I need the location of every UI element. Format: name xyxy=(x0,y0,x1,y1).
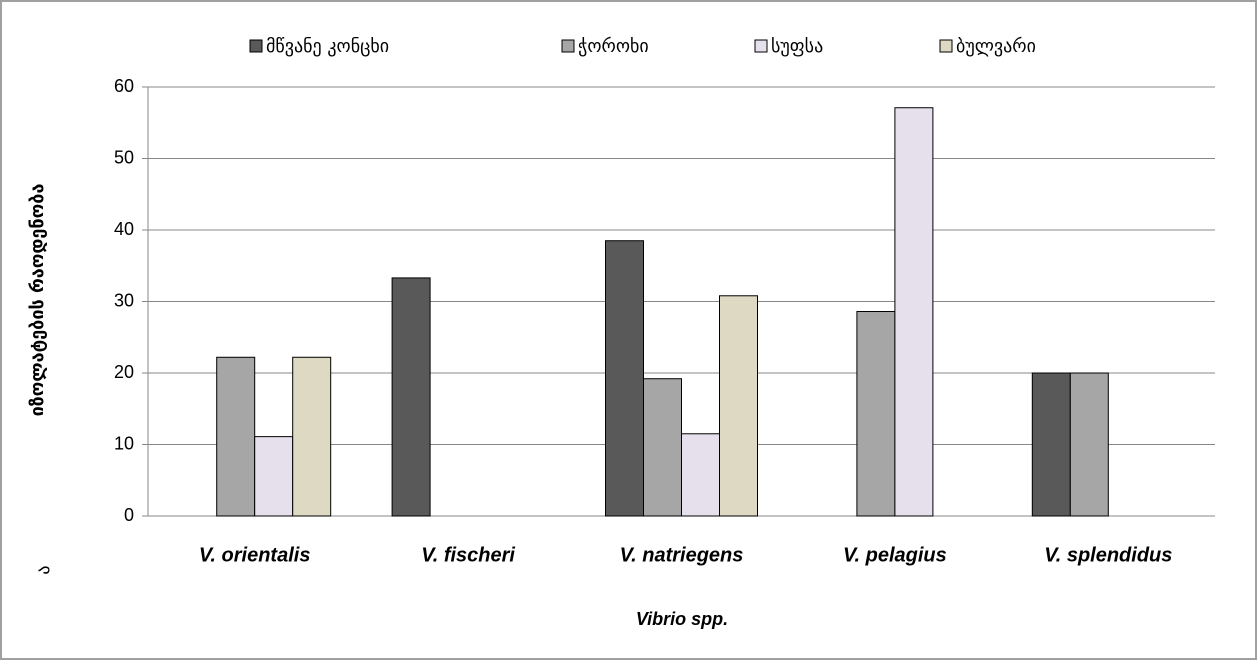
bar xyxy=(719,295,758,517)
x-tick-label: V. natriegens xyxy=(620,544,744,566)
bar xyxy=(681,433,720,517)
bar xyxy=(643,378,682,517)
legend-swatch xyxy=(754,39,768,53)
bar xyxy=(856,311,896,517)
annotation: ა xyxy=(33,565,54,574)
bar xyxy=(216,356,256,517)
y-tick-label: 50 xyxy=(114,147,134,167)
legend-swatch xyxy=(561,39,575,53)
y-tick-label: 60 xyxy=(114,76,134,96)
x-tick-label: V. pelagius xyxy=(843,544,947,566)
legend-swatch xyxy=(249,39,263,53)
y-axis-title: იზოლატების რაოდენობა xyxy=(27,184,48,417)
y-tick-label: 0 xyxy=(124,505,134,525)
bar xyxy=(894,107,934,517)
legend-label: სუფსა xyxy=(771,36,823,57)
bar xyxy=(1031,372,1071,517)
legend-swatch xyxy=(939,39,953,53)
x-tick-label: V. fischeri xyxy=(421,544,515,566)
x-axis-title: Vibrio spp. xyxy=(636,609,728,629)
y-tick-label: 10 xyxy=(114,433,134,453)
y-tick-label: 40 xyxy=(114,219,134,239)
legend-label: ჭოროხი xyxy=(578,36,649,57)
y-tick-label: 30 xyxy=(114,290,134,310)
x-tick-label: V. orientalis xyxy=(199,544,311,566)
bar xyxy=(292,356,332,517)
legend-label: მწვანე კონცხი xyxy=(266,36,389,57)
bar xyxy=(1069,372,1109,517)
y-tick-label: 20 xyxy=(114,362,134,382)
bar xyxy=(254,436,294,517)
bar xyxy=(605,240,644,517)
bar xyxy=(391,277,431,517)
x-tick-label: V. splendidus xyxy=(1044,544,1172,566)
legend-label: ბულვარი xyxy=(956,36,1036,57)
